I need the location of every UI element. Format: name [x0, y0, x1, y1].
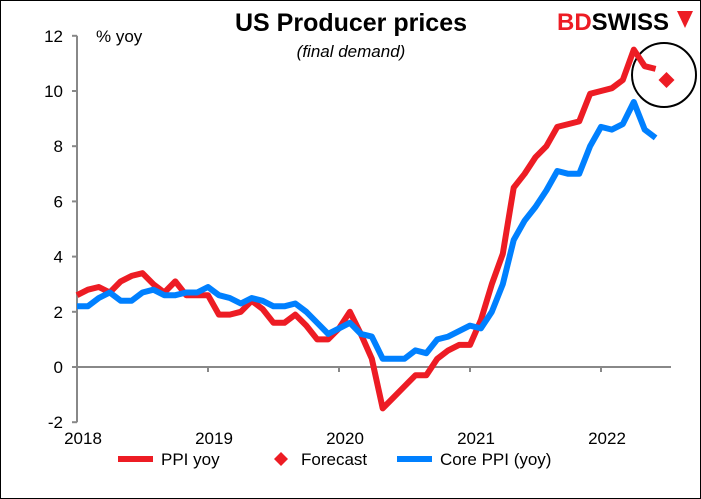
legend-swatch-forecast [274, 452, 288, 466]
y-tick-label: 10 [44, 82, 63, 101]
legend-label-forecast: Forecast [301, 450, 367, 469]
y-axis-label: % yoy [96, 27, 143, 46]
y-tick-label: 6 [54, 192, 63, 211]
forecast-marker [658, 71, 675, 88]
x-tick-label: 2020 [326, 429, 364, 448]
bdswiss-logo: BDSWISS [557, 9, 693, 36]
y-tick-label: 8 [54, 137, 63, 156]
y-tick-label: 12 [44, 27, 63, 46]
y-tick-label: 2 [54, 303, 63, 322]
x-tick-label: 2019 [195, 429, 233, 448]
y-tick-label: 4 [54, 248, 63, 267]
x-tick-label: 2018 [64, 429, 102, 448]
series-line-core-ppi-yoy- [77, 99, 658, 362]
chart-subtitle: (final demand) [297, 42, 406, 61]
chart-title: US Producer prices [235, 9, 467, 37]
legend-label-ppi: PPI yoy [161, 450, 220, 469]
legend: PPI yoy Forecast Core PPI (yoy) [118, 450, 551, 469]
x-tick-label: 2021 [457, 429, 495, 448]
x-tick-label: 2022 [588, 429, 626, 448]
forecast-highlight-circle [631, 42, 697, 108]
y-tick-label: 0 [54, 358, 63, 377]
logo-text: BDSWISS [557, 9, 669, 36]
series-line-ppi-yoy [75, 46, 657, 412]
y-tick-label: -2 [48, 413, 63, 432]
legend-label-core: Core PPI (yoy) [440, 450, 551, 469]
logo-mark [677, 11, 693, 28]
